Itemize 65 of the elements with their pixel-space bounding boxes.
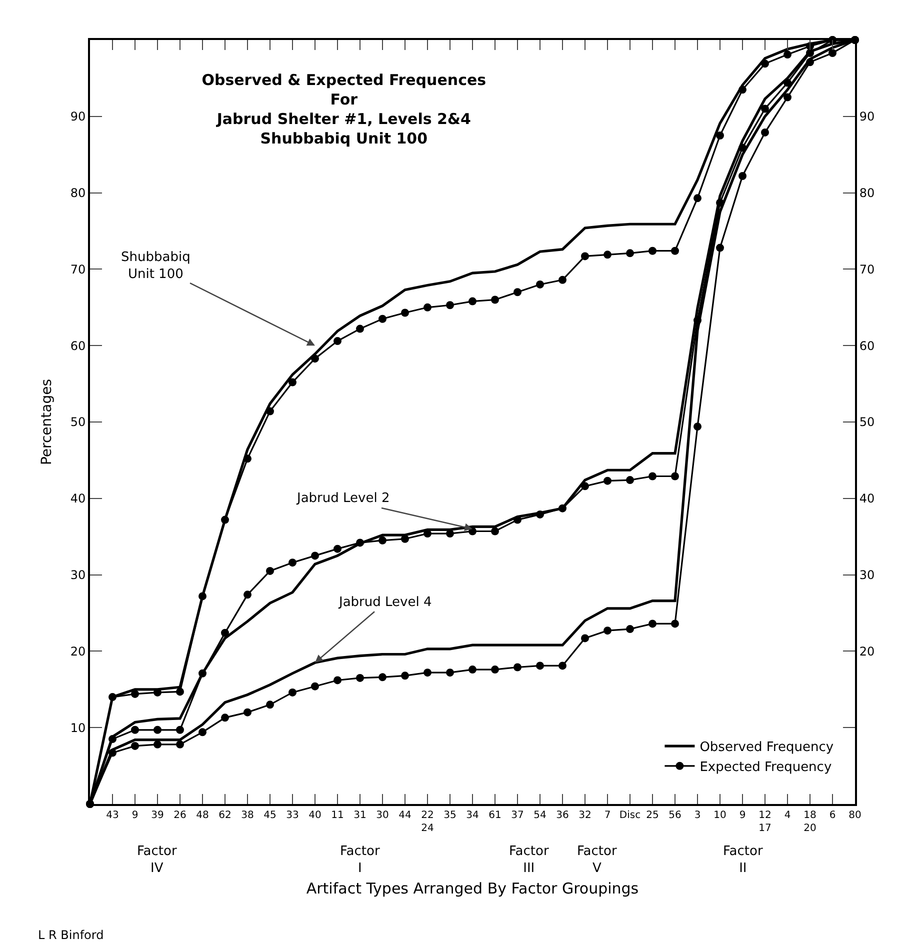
text: Factor V [577, 844, 618, 876]
x-tick-label: 9 [132, 810, 138, 821]
x-tick-label: 12 17 [758, 810, 772, 834]
x-tick-label: 61 [488, 810, 502, 821]
y2-tick-label: 70 [859, 262, 875, 276]
x-tick-label: 34 [466, 810, 479, 821]
x-tick-label: 44 [398, 810, 412, 821]
x-tick-label: 45 [264, 810, 276, 821]
y2-tick-label: 90 [859, 110, 875, 124]
x-tick-label: 38 [241, 810, 254, 821]
x-tick-label: 26 [174, 810, 186, 821]
x-tick-label: 33 [286, 810, 299, 821]
y2-tick-label: 60 [859, 338, 875, 353]
x-tick-label: Disc [619, 810, 641, 821]
y2-tick-label: 30 [859, 568, 875, 582]
annotation: Shubbabiq Unit 100 [121, 250, 190, 282]
x-tick-label: 56 [668, 810, 682, 821]
y-tick-label: 70 [70, 262, 86, 276]
x-tick-label: 7 [604, 810, 611, 821]
x-tick-label: 54 [534, 810, 546, 821]
x-tick-label: 32 [578, 810, 592, 821]
x-axis-title: Artifact Types Arranged By Factor Groupings [306, 880, 639, 898]
y-tick-label: 20 [70, 644, 86, 658]
x-tick-label: 48 [196, 810, 209, 821]
x-tick-label: 62 [218, 810, 232, 821]
y-axis-title: Percentages [39, 378, 55, 466]
x-tick-label: 80 [848, 810, 862, 821]
y-tick-label: 30 [70, 568, 86, 582]
text: L R Binford [38, 928, 104, 942]
text: Observed & Expected Frequences For Jabrud Shelter #1, Levels 2&4 Shubbabiq Unit 100 [202, 71, 486, 148]
x-tick-label: 30 [376, 810, 389, 821]
text: Factor III [509, 844, 550, 876]
legend-label: Expected Frequency [700, 760, 832, 775]
x-tick-label: 35 [444, 810, 456, 821]
text: Factor IV [137, 844, 178, 876]
legend-label: Observed Frequency [700, 740, 834, 756]
x-tick-label: 6 [829, 810, 836, 821]
x-tick-label: 4 [784, 810, 791, 821]
x-tick-label: 9 [739, 810, 746, 821]
x-tick-label: 39 [151, 810, 164, 821]
y-tick-label: 60 [70, 338, 86, 353]
y2-tick-label: 20 [859, 644, 875, 658]
y2-tick-label: 40 [859, 492, 875, 506]
x-tick-label: 22 24 [421, 810, 434, 834]
x-tick-label: 40 [308, 810, 322, 821]
annotation: Jabrud Level 2 [296, 491, 390, 506]
x-tick-label: 43 [106, 810, 119, 821]
text: Factor II [723, 844, 764, 876]
x-tick-label: 25 [646, 810, 659, 821]
y-tick-label: 90 [70, 110, 86, 124]
y-tick-label: 80 [70, 186, 86, 200]
y2-tick-label: 50 [859, 415, 875, 430]
text: Factor I [340, 844, 380, 876]
x-tick-label: 18 20 [804, 810, 816, 834]
x-tick-label: 31 [354, 810, 366, 821]
x-tick-label: 10 [714, 810, 726, 821]
x-tick-label: 37 [511, 810, 524, 821]
x-tick-label: 36 [556, 810, 569, 821]
x-tick-label: 3 [694, 810, 701, 821]
x-tick-label: 11 [331, 810, 344, 821]
y-tick-label: 10 [70, 720, 86, 735]
y2-tick-label: 80 [859, 186, 875, 200]
annotation: Jabrud Level 4 [338, 595, 432, 610]
y-tick-label: 50 [70, 415, 86, 430]
y-tick-label: 40 [70, 492, 86, 506]
